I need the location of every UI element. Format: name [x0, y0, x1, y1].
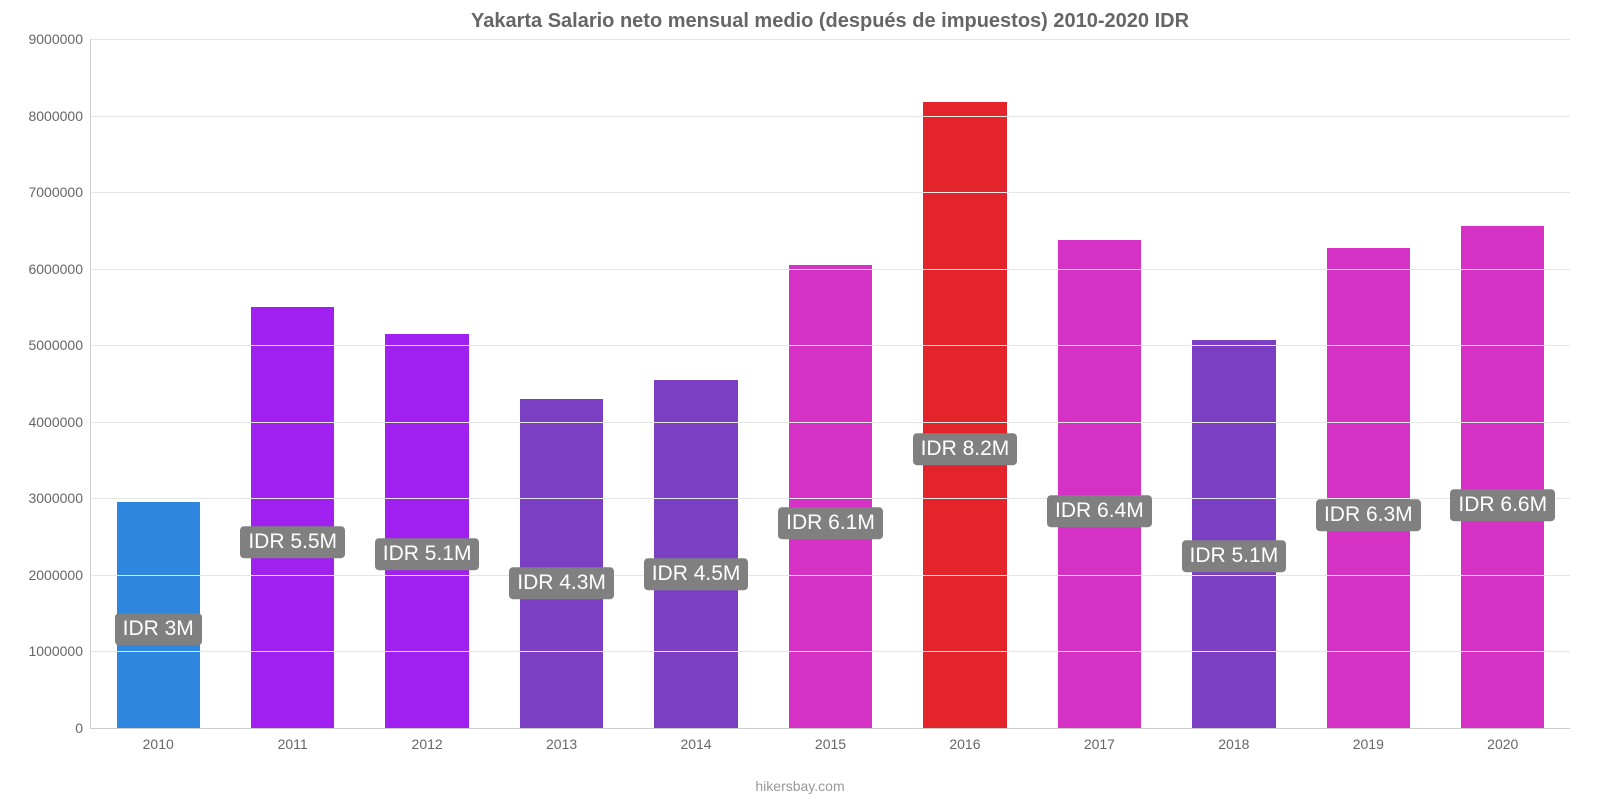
bar	[923, 102, 1006, 728]
y-tick-label: 0	[75, 720, 91, 736]
bar	[385, 334, 468, 728]
value-badge: IDR 4.3M	[509, 567, 614, 599]
gridline	[91, 345, 1570, 346]
bar-slot: IDR 4.3M2013	[494, 39, 628, 728]
bar	[1327, 248, 1410, 728]
chart-title: Yakarta Salario neto mensual medio (desp…	[90, 10, 1570, 33]
bar-slot: IDR 3M2010	[91, 39, 225, 728]
y-tick-label: 4000000	[28, 414, 91, 430]
x-tick-label: 2011	[278, 736, 308, 752]
gridline	[91, 575, 1570, 576]
bar-slot: IDR 6.4M2017	[1032, 39, 1166, 728]
value-badge: IDR 5.1M	[1182, 541, 1287, 573]
x-tick-label: 2020	[1487, 736, 1518, 752]
value-badge: IDR 8.2M	[913, 433, 1018, 465]
gridline	[91, 269, 1570, 270]
gridline	[91, 39, 1570, 40]
x-tick-label: 2017	[1084, 736, 1115, 752]
bar-slot: IDR 5.1M2018	[1167, 39, 1301, 728]
bar-slot: IDR 6.1M2015	[763, 39, 897, 728]
x-tick-label: 2018	[1218, 736, 1249, 752]
value-badge: IDR 5.5M	[240, 526, 345, 558]
y-tick-label: 9000000	[28, 31, 91, 47]
bar	[654, 380, 737, 728]
bar-slot: IDR 5.5M2011	[225, 39, 359, 728]
y-tick-label: 5000000	[28, 337, 91, 353]
bar	[520, 399, 603, 728]
gridline	[91, 422, 1570, 423]
x-tick-label: 2012	[412, 736, 443, 752]
plot-area: IDR 3M2010IDR 5.5M2011IDR 5.1M2012IDR 4.…	[90, 39, 1570, 729]
value-badge: IDR 6.3M	[1316, 499, 1421, 531]
gridline	[91, 192, 1570, 193]
chart-attribution: hikersbay.com	[0, 778, 1600, 794]
x-tick-label: 2015	[815, 736, 846, 752]
x-tick-label: 2019	[1353, 736, 1384, 752]
value-badge: IDR 6.4M	[1047, 495, 1152, 527]
x-tick-label: 2010	[143, 736, 174, 752]
y-tick-label: 3000000	[28, 490, 91, 506]
value-badge: IDR 6.6M	[1450, 489, 1555, 521]
y-tick-label: 1000000	[28, 643, 91, 659]
bar	[251, 307, 334, 728]
value-badge: IDR 5.1M	[375, 538, 480, 570]
bar	[1058, 240, 1141, 728]
x-tick-label: 2016	[949, 736, 980, 752]
bar-slot: IDR 8.2M2016	[898, 39, 1032, 728]
bar	[1192, 340, 1275, 728]
bar-slot: IDR 6.3M2019	[1301, 39, 1435, 728]
x-tick-label: 2014	[680, 736, 711, 752]
gridline	[91, 651, 1570, 652]
bar	[789, 265, 872, 728]
value-badge: IDR 4.5M	[644, 558, 749, 590]
y-tick-label: 6000000	[28, 261, 91, 277]
value-badge: IDR 3M	[115, 614, 202, 646]
bar-slot: IDR 4.5M2014	[629, 39, 763, 728]
bar-slot: IDR 6.6M2020	[1436, 39, 1570, 728]
bars-row: IDR 3M2010IDR 5.5M2011IDR 5.1M2012IDR 4.…	[91, 39, 1570, 728]
y-tick-label: 7000000	[28, 184, 91, 200]
bar	[1461, 226, 1544, 728]
gridline	[91, 116, 1570, 117]
bar-slot: IDR 5.1M2012	[360, 39, 494, 728]
value-badge: IDR 6.1M	[778, 507, 883, 539]
y-tick-label: 8000000	[28, 108, 91, 124]
y-tick-label: 2000000	[28, 567, 91, 583]
x-tick-label: 2013	[546, 736, 577, 752]
salary-bar-chart: Yakarta Salario neto mensual medio (desp…	[0, 0, 1600, 800]
